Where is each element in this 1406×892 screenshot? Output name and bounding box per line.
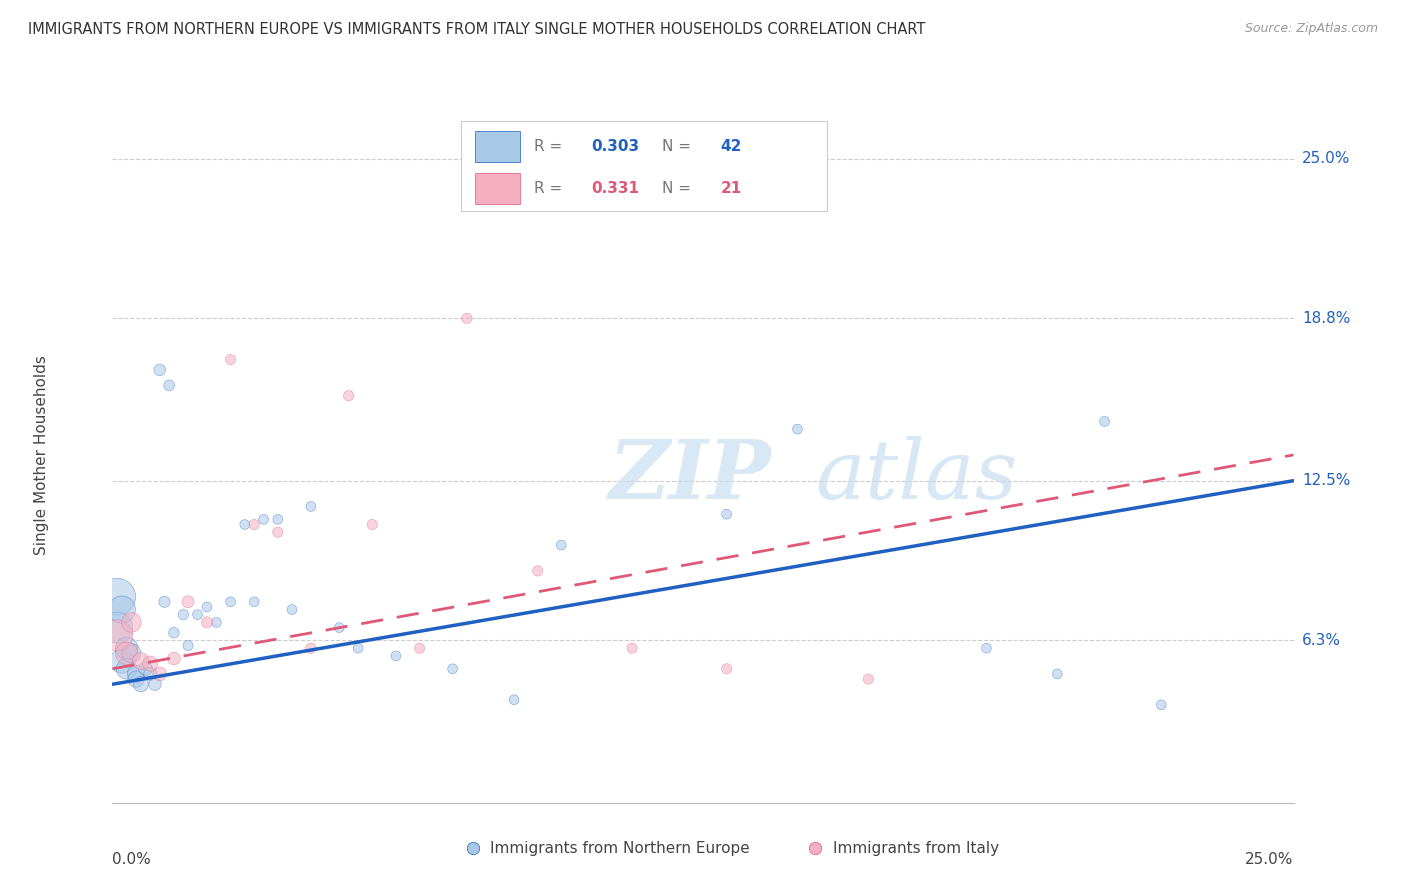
Point (361, 517, 384, 532)
Point (526, 564, 548, 578)
Point (621, 641, 644, 656)
Point (299, 641, 322, 656)
Point (456, 311, 478, 326)
Text: Immigrants from Italy: Immigrants from Italy (832, 840, 1000, 855)
Point (143, 677, 166, 691)
Point (253, 512, 276, 526)
Point (716, 507, 738, 521)
Point (111, 654, 134, 668)
Point (105, 621, 128, 635)
Point (129, 654, 152, 668)
Point (105, 628, 128, 642)
Point (163, 651, 186, 665)
Point (120, 615, 142, 630)
Point (139, 667, 162, 681)
Text: 6.3%: 6.3% (1302, 633, 1341, 648)
Point (115, 662, 138, 676)
Text: atlas: atlas (815, 436, 1018, 516)
Text: 25.0%: 25.0% (1302, 151, 1350, 166)
Point (503, 692, 526, 706)
Point (177, 639, 200, 653)
Point (205, 615, 228, 630)
Text: ZIP: ZIP (609, 436, 770, 516)
Text: 0.303: 0.303 (591, 139, 638, 153)
Point (149, 667, 172, 681)
Text: IMMIGRANTS FROM NORTHERN EUROPE VS IMMIGRANTS FROM ITALY SINGLE MOTHER HOUSEHOLD: IMMIGRANTS FROM NORTHERN EUROPE VS IMMIG… (28, 22, 925, 37)
Text: 0.331: 0.331 (591, 181, 638, 196)
Point (163, 625, 186, 640)
Point (135, 662, 157, 676)
Text: Source: ZipAtlas.com: Source: ZipAtlas.com (1244, 22, 1378, 36)
Point (105, 590, 128, 604)
Point (337, 389, 360, 403)
Point (195, 599, 218, 614)
FancyBboxPatch shape (461, 121, 827, 211)
Text: 18.8%: 18.8% (1302, 310, 1350, 326)
Text: 0.0%: 0.0% (112, 852, 152, 866)
Point (186, 607, 208, 622)
Point (716, 662, 738, 676)
Point (219, 352, 242, 367)
Point (125, 672, 148, 686)
Text: N =: N = (662, 181, 696, 196)
Point (328, 621, 350, 635)
Point (347, 641, 370, 656)
Text: 21: 21 (721, 181, 742, 196)
Text: 12.5%: 12.5% (1302, 473, 1350, 488)
Point (550, 538, 572, 552)
Point (1150, 698, 1173, 712)
Point (115, 646, 138, 660)
Point (129, 677, 152, 691)
Point (786, 422, 808, 436)
Point (668, 157, 690, 171)
Text: R =: R = (534, 139, 567, 153)
Point (267, 512, 290, 526)
Point (219, 595, 242, 609)
Point (177, 595, 200, 609)
Point (281, 602, 304, 616)
Point (195, 615, 218, 630)
Point (149, 363, 172, 377)
Point (125, 667, 148, 681)
Point (858, 672, 880, 686)
Text: 42: 42 (721, 139, 742, 153)
FancyBboxPatch shape (475, 131, 520, 161)
Point (385, 648, 408, 663)
Point (139, 657, 162, 671)
Point (233, 517, 256, 532)
Text: R =: R = (534, 181, 567, 196)
Point (172, 607, 194, 622)
Point (299, 500, 322, 514)
Text: N =: N = (662, 139, 696, 153)
Point (115, 641, 138, 656)
Point (267, 525, 290, 540)
Text: 25.0%: 25.0% (1246, 852, 1294, 866)
Point (157, 378, 180, 392)
Point (153, 595, 176, 609)
Point (441, 662, 464, 676)
Point (243, 595, 266, 609)
Point (111, 602, 134, 616)
FancyBboxPatch shape (475, 173, 520, 204)
Point (1094, 414, 1116, 428)
Point (408, 641, 430, 656)
Point (120, 646, 142, 660)
Point (976, 641, 998, 656)
Text: Immigrants from Northern Europe: Immigrants from Northern Europe (491, 840, 751, 855)
Point (243, 517, 266, 532)
Text: Single Mother Households: Single Mother Households (34, 355, 49, 555)
Point (1046, 667, 1069, 681)
